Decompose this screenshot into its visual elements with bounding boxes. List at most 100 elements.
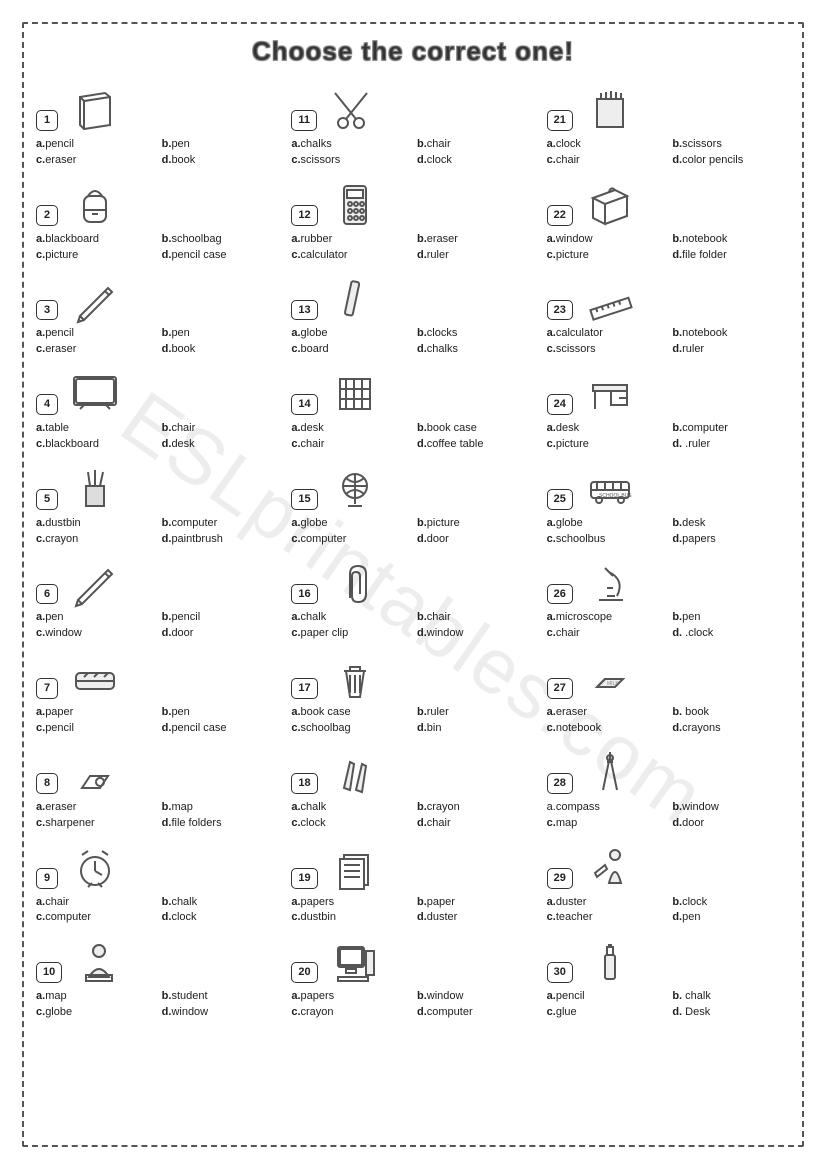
option-b[interactable]: b.student — [162, 989, 280, 1004]
option-a[interactable]: a.papers — [291, 895, 409, 910]
option-d[interactable]: d.window — [162, 1005, 280, 1020]
option-b[interactable]: b.chair — [417, 137, 535, 152]
option-a[interactable]: a.clock — [547, 137, 665, 152]
option-b[interactable]: b.pencil — [162, 610, 280, 625]
option-c[interactable]: c.picture — [547, 248, 665, 263]
option-d[interactable]: d. .ruler — [672, 437, 790, 452]
option-b[interactable]: b.desk — [672, 516, 790, 531]
option-d[interactable]: d.file folders — [162, 816, 280, 831]
option-b[interactable]: b.window — [672, 800, 790, 815]
option-a[interactable]: a.rubber — [291, 232, 409, 247]
option-c[interactable]: c.sharpener — [36, 816, 154, 831]
option-a[interactable]: a.eraser — [547, 705, 665, 720]
option-c[interactable]: c.picture — [547, 437, 665, 452]
option-c[interactable]: c.crayon — [36, 532, 154, 547]
option-a[interactable]: a.chalk — [291, 800, 409, 815]
option-b[interactable]: b.computer — [162, 516, 280, 531]
option-d[interactable]: d.coffee table — [417, 437, 535, 452]
option-b[interactable]: b.clocks — [417, 326, 535, 341]
option-c[interactable]: c.dustbin — [291, 910, 409, 925]
option-a[interactable]: a.chair — [36, 895, 154, 910]
option-a[interactable]: a.eraser — [36, 800, 154, 815]
option-b[interactable]: b.pen — [162, 705, 280, 720]
option-c[interactable]: c.calculator — [291, 248, 409, 263]
option-a[interactable]: a.book case — [291, 705, 409, 720]
option-c[interactable]: c.computer — [36, 910, 154, 925]
option-c[interactable]: c.window — [36, 626, 154, 641]
option-d[interactable]: d.ruler — [672, 342, 790, 357]
option-b[interactable]: b.book case — [417, 421, 535, 436]
option-c[interactable]: c.map — [547, 816, 665, 831]
option-d[interactable]: d.chalks — [417, 342, 535, 357]
option-d[interactable]: d.clock — [162, 910, 280, 925]
option-b[interactable]: b.schoolbag — [162, 232, 280, 247]
option-c[interactable]: c.pencil — [36, 721, 154, 736]
option-c[interactable]: c.board — [291, 342, 409, 357]
option-d[interactable]: d.bin — [417, 721, 535, 736]
option-c[interactable]: c.schoolbus — [547, 532, 665, 547]
option-c[interactable]: c.eraser — [36, 153, 154, 168]
option-d[interactable]: d.paintbrush — [162, 532, 280, 547]
option-d[interactable]: d.file folder — [672, 248, 790, 263]
option-a[interactable]: a.pencil — [36, 137, 154, 152]
option-b[interactable]: b.pen — [672, 610, 790, 625]
option-d[interactable]: d.pencil case — [162, 248, 280, 263]
option-a[interactable]: a.papers — [291, 989, 409, 1004]
option-c[interactable]: c.notebook — [547, 721, 665, 736]
option-b[interactable]: b. book — [672, 705, 790, 720]
option-b[interactable]: b.notebook — [672, 232, 790, 247]
option-d[interactable]: d.clock — [417, 153, 535, 168]
option-a[interactable]: a.microscope — [547, 610, 665, 625]
option-a[interactable]: a.chalk — [291, 610, 409, 625]
option-c[interactable]: c.glue — [547, 1005, 665, 1020]
option-c[interactable]: c.globe — [36, 1005, 154, 1020]
option-c[interactable]: c.chair — [547, 153, 665, 168]
option-c[interactable]: c.chair — [291, 437, 409, 452]
option-c[interactable]: c.computer — [291, 532, 409, 547]
option-b[interactable]: b.chair — [162, 421, 280, 436]
option-b[interactable]: b.chalk — [162, 895, 280, 910]
option-d[interactable]: d.desk — [162, 437, 280, 452]
option-d[interactable]: d.pen — [672, 910, 790, 925]
option-d[interactable]: d.ruler — [417, 248, 535, 263]
option-c[interactable]: c.picture — [36, 248, 154, 263]
option-a[interactable]: a.globe — [291, 326, 409, 341]
option-a[interactable]: a.globe — [547, 516, 665, 531]
option-d[interactable]: d.pencil case — [162, 721, 280, 736]
option-b[interactable]: b.pen — [162, 326, 280, 341]
option-d[interactable]: d.door — [672, 816, 790, 831]
option-c[interactable]: c.paper clip — [291, 626, 409, 641]
option-a[interactable]: a.pencil — [36, 326, 154, 341]
option-d[interactable]: d.book — [162, 153, 280, 168]
option-c[interactable]: c.schoolbag — [291, 721, 409, 736]
option-a[interactable]: a.desk — [547, 421, 665, 436]
option-a[interactable]: a.globe — [291, 516, 409, 531]
option-d[interactable]: d.window — [417, 626, 535, 641]
option-d[interactable]: d. .clock — [672, 626, 790, 641]
option-a[interactable]: a.duster — [547, 895, 665, 910]
option-b[interactable]: b.scissors — [672, 137, 790, 152]
option-b[interactable]: b.clock — [672, 895, 790, 910]
option-a[interactable]: a.compass — [547, 800, 665, 815]
option-a[interactable]: a.dustbin — [36, 516, 154, 531]
option-d[interactable]: d.chair — [417, 816, 535, 831]
option-b[interactable]: b.window — [417, 989, 535, 1004]
option-b[interactable]: b.pen — [162, 137, 280, 152]
option-a[interactable]: a.map — [36, 989, 154, 1004]
option-a[interactable]: a.table — [36, 421, 154, 436]
option-a[interactable]: a.pencil — [547, 989, 665, 1004]
option-d[interactable]: d.color pencils — [672, 153, 790, 168]
option-d[interactable]: d.door — [417, 532, 535, 547]
option-c[interactable]: c.chair — [547, 626, 665, 641]
option-c[interactable]: c.eraser — [36, 342, 154, 357]
option-c[interactable]: c.crayon — [291, 1005, 409, 1020]
option-a[interactable]: a.blackboard — [36, 232, 154, 247]
option-b[interactable]: b.paper — [417, 895, 535, 910]
option-d[interactable]: d.door — [162, 626, 280, 641]
option-c[interactable]: c.blackboard — [36, 437, 154, 452]
option-b[interactable]: b.picture — [417, 516, 535, 531]
option-a[interactable]: a.chalks — [291, 137, 409, 152]
option-b[interactable]: b.crayon — [417, 800, 535, 815]
option-a[interactable]: a.desk — [291, 421, 409, 436]
option-b[interactable]: b.ruler — [417, 705, 535, 720]
